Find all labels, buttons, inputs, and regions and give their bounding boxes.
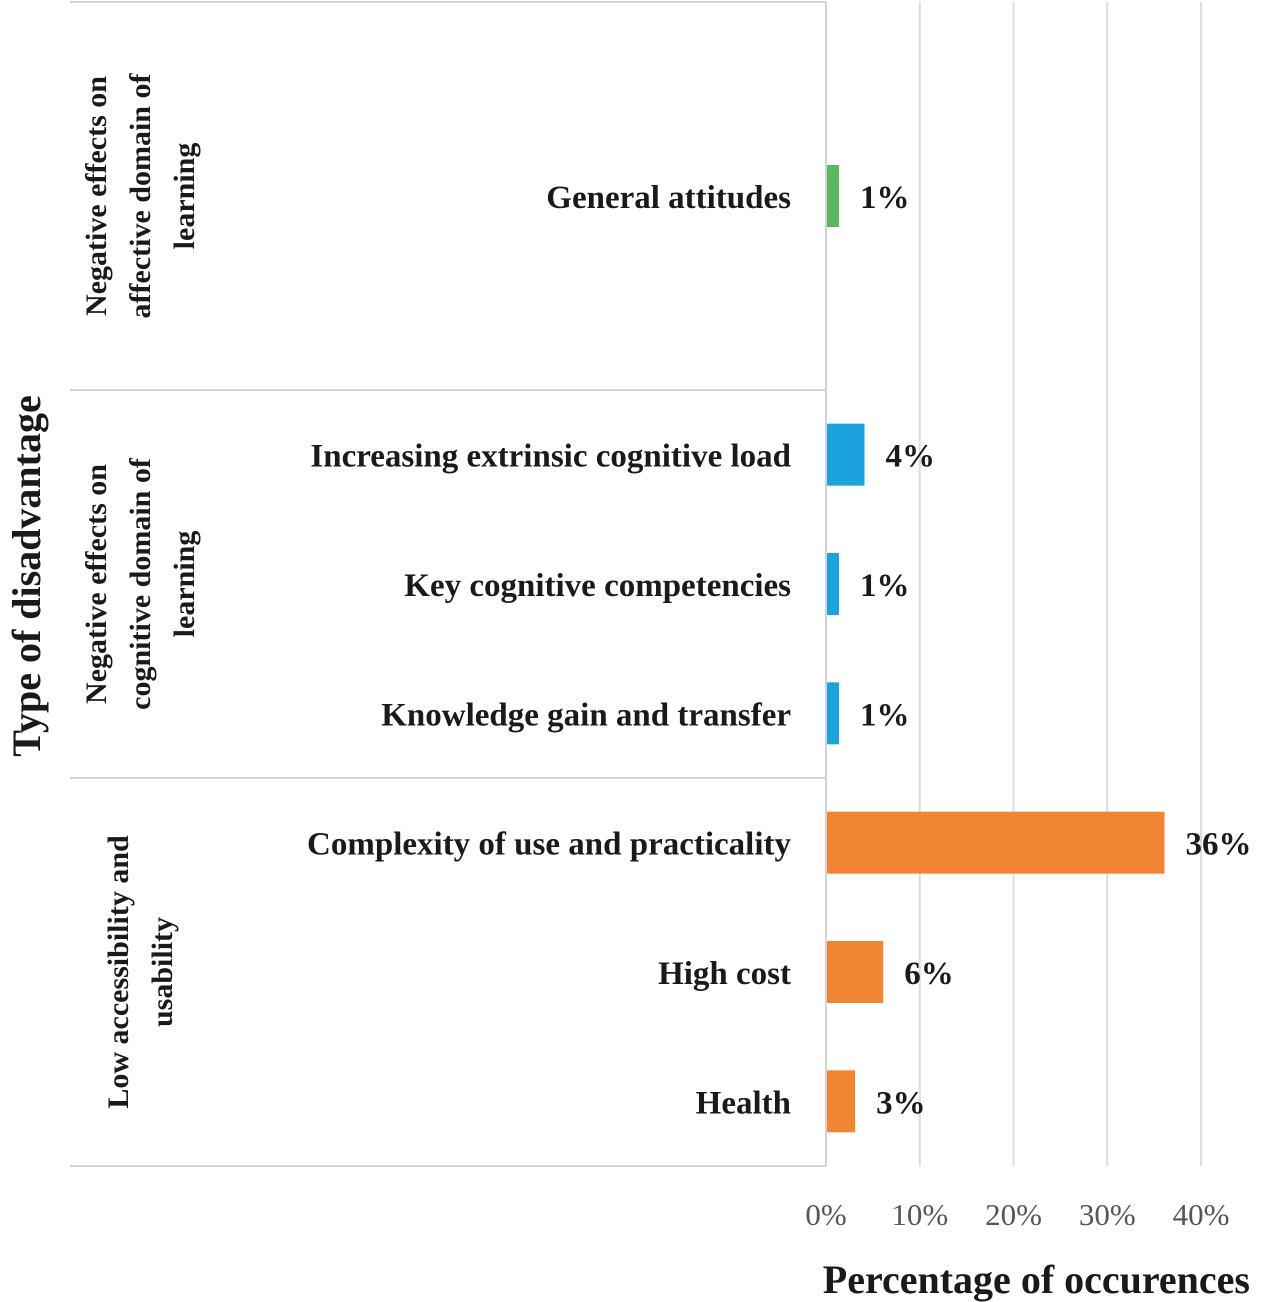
y-axis-title: Type of disadvantage (4, 395, 49, 757)
data-label: 1% (860, 180, 910, 216)
data-label: 36% (1186, 827, 1252, 863)
group-label: Low accessibility and usability (102, 835, 179, 1109)
data-label: 4% (886, 439, 936, 475)
category-label: Knowledge gain and transfer (381, 697, 791, 733)
data-label: 3% (876, 1085, 926, 1121)
category-label: Health (696, 1085, 791, 1121)
bar (827, 941, 884, 1003)
x-tick-label: 30% (1079, 1197, 1136, 1232)
x-tick-label: 40% (1173, 1197, 1230, 1232)
group-label: Negative effects on affective domain of le… (80, 73, 201, 319)
data-label: 1% (860, 568, 910, 604)
data-label: 6% (904, 956, 954, 992)
bar (827, 682, 839, 745)
bar (827, 553, 839, 615)
category-frame (70, 1, 827, 1167)
x-tick-label: 0% (805, 1197, 846, 1232)
bar (827, 811, 1165, 874)
data-label: 1% (860, 697, 910, 733)
category-label: Key cognitive competencies (404, 568, 791, 604)
labels: 0% 10% 20% 30% 40% General attitudes 1% Negativ… (80, 73, 1252, 1232)
bar (827, 1070, 856, 1133)
bar (827, 423, 865, 486)
gridlines (918, 2, 1202, 1166)
category-label: General attitudes (546, 180, 791, 216)
bars (827, 165, 1165, 1133)
group-label: Negative effects on cognitive domain of le… (80, 457, 201, 710)
x-axis-title: Percentage of occurences (823, 1257, 1250, 1302)
category-label: Increasing extrinsic cognitive load (310, 439, 791, 475)
x-tick-label: 10% (891, 1197, 948, 1232)
bar (827, 165, 839, 227)
x-tick-label: 20% (985, 1197, 1042, 1232)
category-label: High cost (658, 956, 791, 992)
category-label: Complexity of use and practicality (307, 827, 791, 863)
